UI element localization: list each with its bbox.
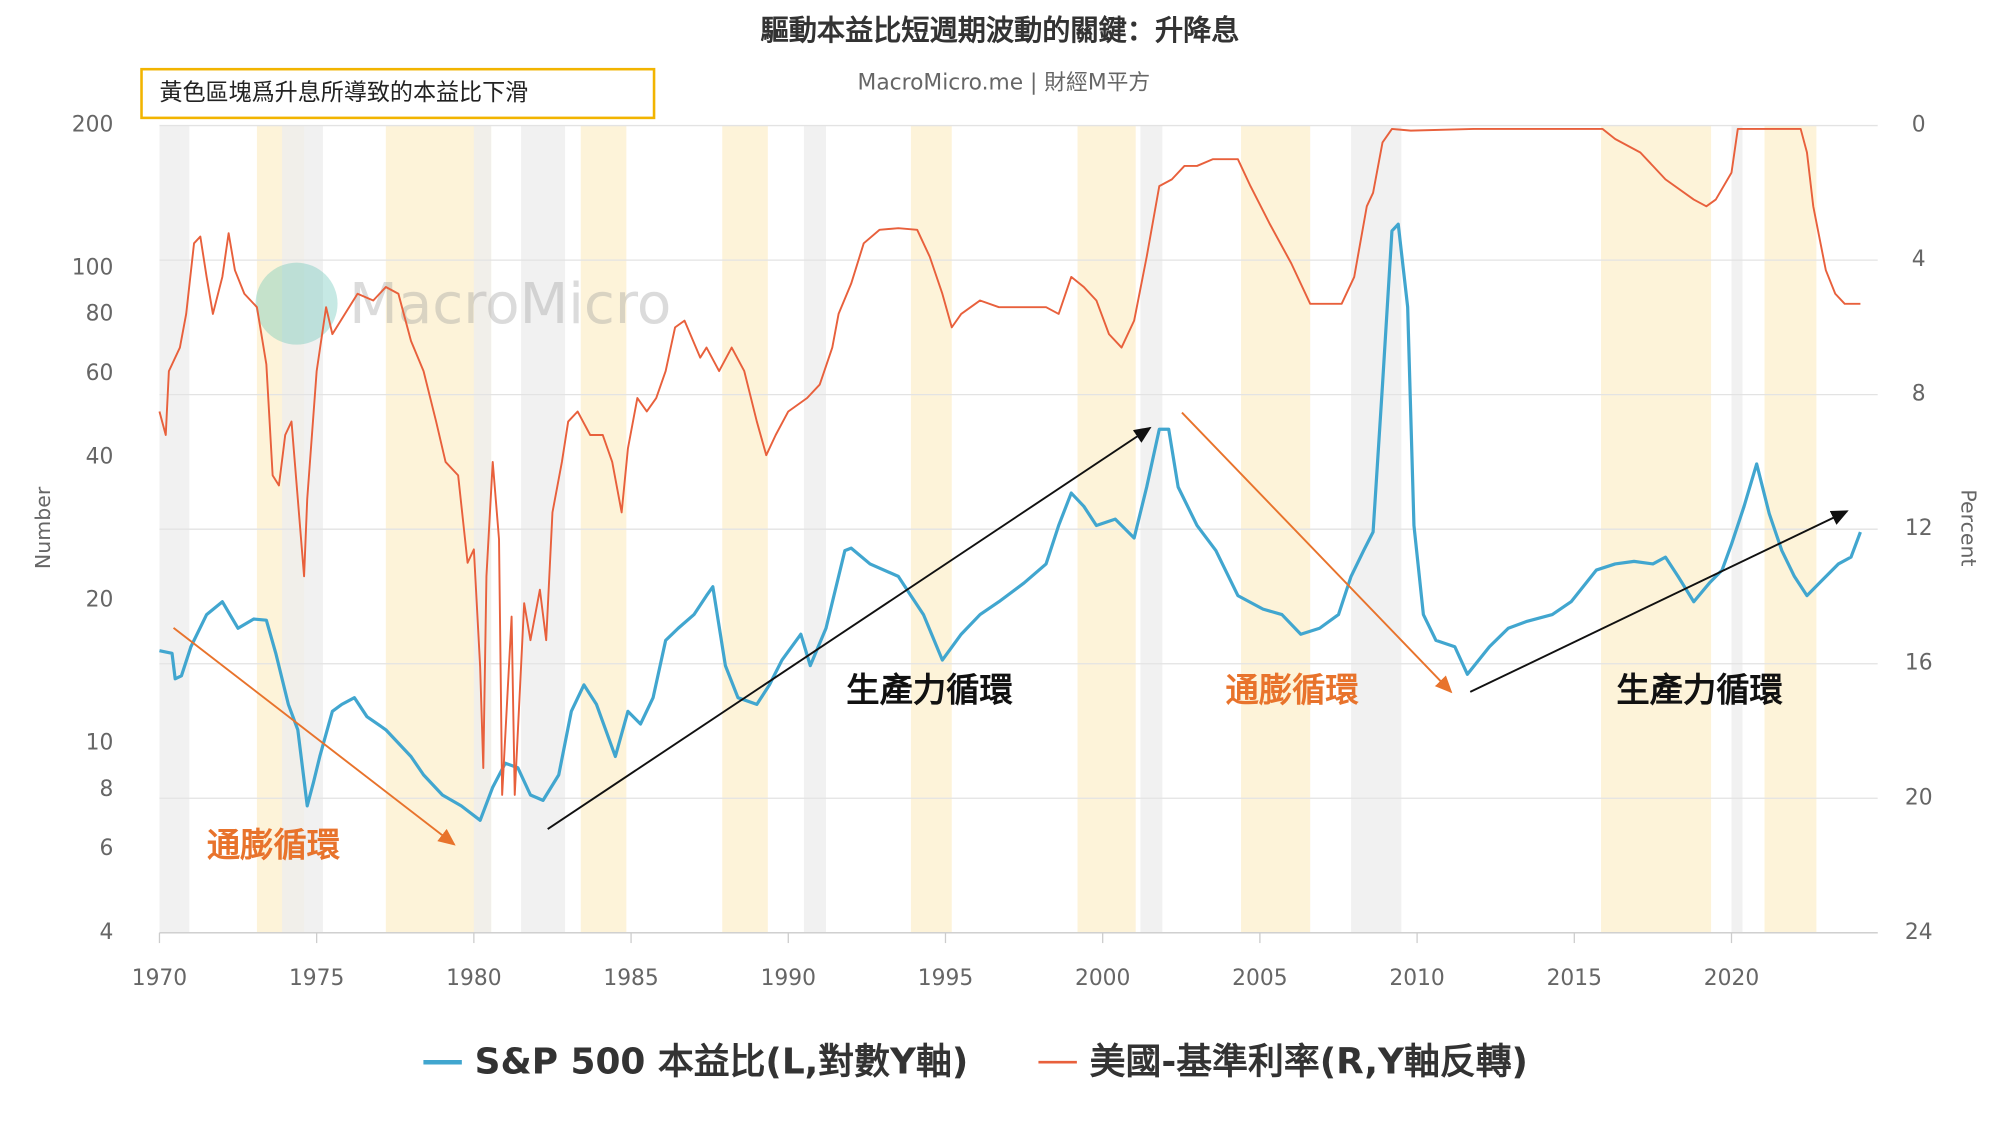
- chart-subtitle: MacroMicro.me | 財經M平方: [858, 70, 1151, 95]
- y-tick-label: 100: [72, 256, 114, 281]
- x-tick-label: 2015: [1547, 966, 1602, 991]
- arrow: [1181, 411, 1453, 694]
- x-tick-label: 2005: [1232, 966, 1287, 991]
- arrow: [547, 426, 1152, 830]
- annotation: 生產力循環: [1616, 670, 1783, 709]
- watermark: MacroMicro: [255, 262, 671, 345]
- series-line: [159, 222, 1862, 822]
- x-tick-label: 1985: [603, 966, 658, 991]
- annotation: 通膨循環: [207, 825, 341, 864]
- x-tick-label: 1995: [918, 966, 973, 991]
- y2-tick-label: 16: [1905, 651, 1933, 676]
- y-tick-label: 8: [99, 777, 113, 802]
- y2-tick-label: 20: [1905, 785, 1933, 810]
- note-box: [140, 67, 656, 120]
- watermark-text: MacroMicro: [349, 272, 671, 337]
- x-tick-label: 2020: [1704, 966, 1759, 991]
- y-tick-label: 20: [86, 588, 114, 613]
- x-tick-label: 1990: [761, 966, 816, 991]
- y-tick-label: 60: [86, 361, 114, 386]
- x-tick-label: 1980: [446, 966, 501, 991]
- y2-tick-label: 24: [1905, 920, 1933, 945]
- y-tick-label: 10: [86, 731, 114, 756]
- series-line: [158, 127, 1861, 796]
- annotation: 生產力循環: [846, 670, 1013, 709]
- y2-tick-label: 8: [1912, 382, 1926, 407]
- arrow: [172, 627, 456, 846]
- legend-label: S&P 500 本益比(L,對數Y軸): [475, 1041, 969, 1082]
- y-tick-label: 40: [86, 445, 114, 470]
- chart-title: 驅動本益比短週期波動的關鍵：升降息: [761, 14, 1240, 47]
- y2-tick-label: 0: [1912, 113, 1926, 138]
- y-tick-label: 200: [72, 113, 114, 138]
- y2-axis-title: Percent: [1956, 489, 1980, 566]
- x-tick-label: 1975: [289, 966, 344, 991]
- watermark-logo: [255, 262, 338, 345]
- y-tick-label: 6: [99, 836, 113, 861]
- x-tick-label: 2000: [1075, 966, 1130, 991]
- y-tick-label: 4: [99, 920, 113, 945]
- y-axis-title: Number: [31, 486, 55, 569]
- arrow: [1469, 510, 1849, 693]
- y2-tick-label: 4: [1912, 247, 1926, 272]
- x-tick-label: 1970: [132, 966, 187, 991]
- y2-tick-label: 12: [1905, 516, 1933, 541]
- note: 黃色區塊爲升息所導致的本益比下滑: [159, 80, 528, 106]
- legend-label: 美國-基準利率(R,Y軸反轉): [1090, 1041, 1528, 1082]
- x-tick-label: 2010: [1389, 966, 1444, 991]
- annotation: 通膨循環: [1226, 670, 1360, 709]
- y-tick-label: 80: [86, 302, 114, 327]
